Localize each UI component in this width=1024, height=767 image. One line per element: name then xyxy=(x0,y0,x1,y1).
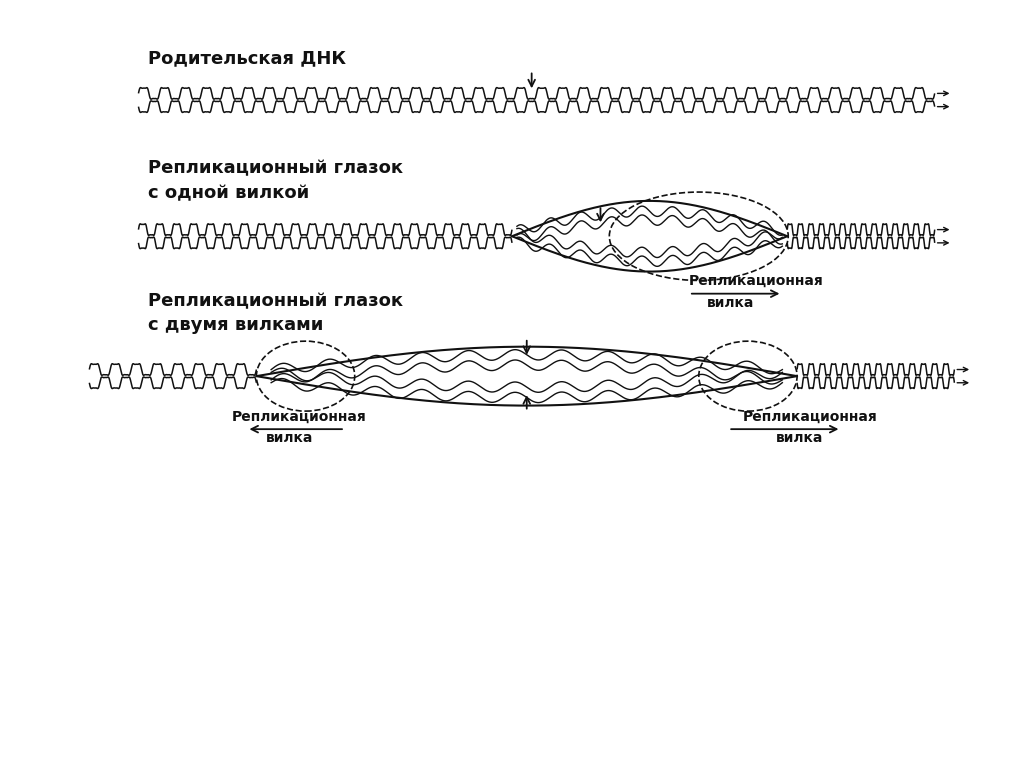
Text: Репликационный глазок: Репликационный глазок xyxy=(148,292,403,310)
Text: Репликационная: Репликационная xyxy=(743,410,878,423)
Text: вилка: вилка xyxy=(775,431,823,446)
Text: с одной вилкой: с одной вилкой xyxy=(148,184,309,202)
Text: Репликационная: Репликационная xyxy=(231,410,367,423)
Text: Репликационная: Репликационная xyxy=(689,274,823,288)
Text: вилка: вилка xyxy=(266,431,313,446)
Text: вилка: вилка xyxy=(707,296,754,310)
Text: Родительская ДНК: Родительская ДНК xyxy=(148,49,346,67)
Text: Репликационный глазок: Репликационный глазок xyxy=(148,160,403,178)
Text: с двумя вилками: с двумя вилками xyxy=(148,317,324,334)
